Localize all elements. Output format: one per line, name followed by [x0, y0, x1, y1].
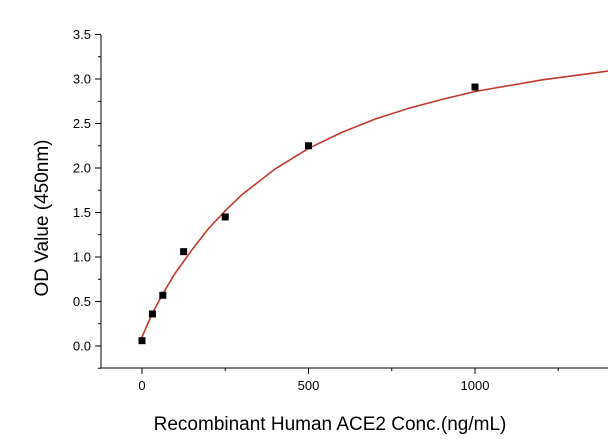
y-axis-title: OD Value (450nm): [32, 140, 53, 297]
x-axis-title: Recombinant Human ACE2 Conc.(ng/mL): [154, 414, 507, 435]
plot-area: 05001000150020002500 0.00.51.01.52.02.53…: [73, 27, 608, 393]
data-point: [159, 291, 167, 299]
y-tick-label: 0.0: [73, 339, 91, 354]
data-point: [221, 213, 229, 221]
data-point: [180, 248, 188, 256]
x-tick-label: 500: [298, 378, 320, 393]
data-points: [138, 83, 479, 345]
x-axis-ticks: 05001000150020002500: [138, 368, 559, 393]
y-tick-label: 2.0: [73, 161, 91, 176]
y-tick-label: 2.5: [73, 116, 91, 131]
y-tick-label: 0.5: [73, 294, 91, 309]
fit-curve: [141, 70, 608, 338]
data-point: [138, 337, 146, 345]
y-tick-label: 1.0: [73, 250, 91, 265]
y-tick-label: 1.5: [73, 205, 91, 220]
x-tick-label: 0: [138, 378, 145, 393]
x-tick-label: 1000: [461, 378, 490, 393]
y-tick-label: 3.0: [73, 72, 91, 87]
data-point: [305, 142, 312, 150]
y-tick-label: 3.5: [73, 27, 91, 42]
y-axis-ticks: 0.0 0.5 1.0 1.5 2.0 2.5 3.0 3.5: [73, 27, 101, 369]
data-point: [148, 310, 156, 318]
data-point: [471, 83, 479, 91]
